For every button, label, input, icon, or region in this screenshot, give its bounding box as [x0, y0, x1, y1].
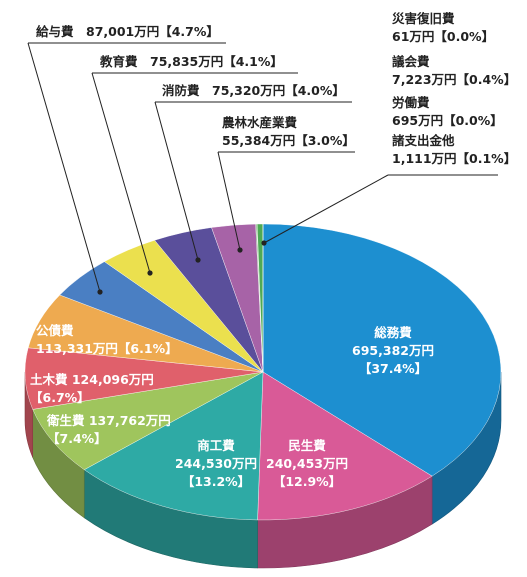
slice-1-label-value: 695,382万円: [352, 343, 434, 358]
pie-top-slices: [24, 223, 502, 521]
slice-7-leader-line: [27, 42, 101, 293]
slice-13-label-valuePct: 7,223万円【0.4%】: [392, 72, 516, 87]
slice-1-top: [262, 223, 502, 477]
slice-2-label-value: 240,453万円: [266, 456, 348, 471]
slice-10-label-name: 農林水産業費: [222, 115, 298, 130]
slice-1-label-pct: 【37.4%】: [359, 361, 427, 376]
slice-11-label-name: 諸支出金他: [392, 133, 455, 148]
slice-3-label-value: 244,530万円: [175, 456, 257, 471]
slice-7-label-full: 給与費 87,001万円【4.7%】: [36, 24, 219, 39]
slice-2-label-pct: 【12.9%】: [273, 474, 341, 489]
slice-5-label-nameValue: 土木費 124,096万円: [30, 372, 154, 387]
slice-9-leader-line: [154, 101, 199, 261]
slice-6-label-valuePct: 113,331万円【6.1%】: [36, 341, 178, 356]
slice-3-label-name: 商工費: [197, 438, 235, 453]
slice-9-leader-dot: [195, 257, 201, 263]
slice-10-leader-line: [217, 151, 241, 251]
slice-14-label-name: 災害復旧費: [391, 11, 455, 26]
slice-12-label-valuePct: 695万円【0.0%】: [392, 113, 503, 128]
slice-8-leader-line: [91, 72, 151, 274]
slice-9-label-full: 消防費 75,320万円【4.0%】: [162, 83, 345, 98]
slice-4-label-nameValue: 衛生費 137,762万円: [46, 413, 171, 428]
slice-1-label-name: 総務費: [374, 325, 412, 340]
slice-3-label-pct: 【13.2%】: [182, 474, 250, 489]
slice-labels: 総務費 695,382万円【37.4%】民生費 240,453万円【12.9%】 商工…: [30, 11, 516, 489]
slice-6-label-name: 公債費: [36, 323, 74, 338]
pie-side-walls: [24, 371, 502, 569]
slice-10-label-valuePct: 55,384万円【3.0%】: [222, 133, 355, 148]
slice-2-top: [257, 371, 433, 521]
slice-10-leader-dot: [237, 247, 243, 253]
slice-13-label-name: 議会費: [392, 54, 430, 69]
slice-12-label-name: 労働費: [392, 95, 430, 110]
slice-7-leader-dot: [97, 289, 103, 295]
slice-3-top: [83, 371, 264, 521]
leader-lines: [27, 42, 498, 295]
slice-8-label-full: 教育費 75,835万円【4.1%】: [99, 54, 283, 69]
slice-11-leader-dot: [261, 240, 267, 246]
slice-4-top: [32, 371, 264, 470]
slice-4-label-pct: 【7.4%】: [47, 431, 107, 446]
slice-11-leader-line: [263, 174, 389, 244]
slice-11-label-valuePct: 1,111万円【0.1%】: [392, 151, 516, 166]
slice-5-label-pct: 【6.7%】: [30, 390, 90, 405]
slice-2-label-name: 民生費: [288, 438, 326, 453]
slice-14-label-valuePct: 61万円【0.0%】: [392, 29, 494, 44]
slice-8-leader-dot: [147, 270, 153, 276]
